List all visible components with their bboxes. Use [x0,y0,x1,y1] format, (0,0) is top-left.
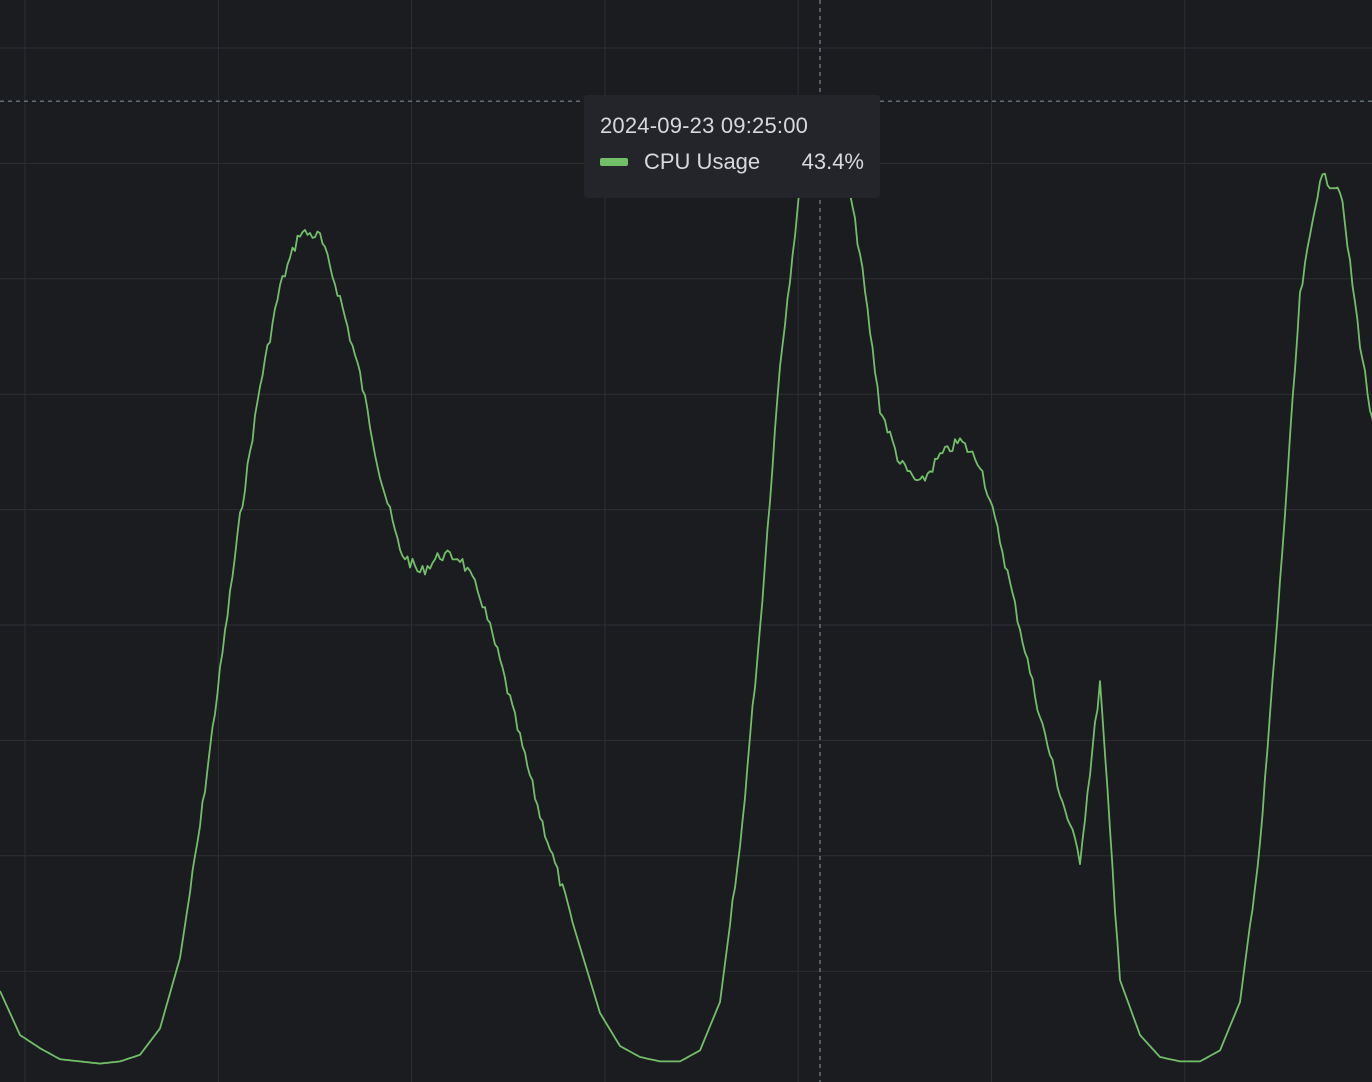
tooltip-series-name: CPU Usage [644,149,761,174]
series-line-cpu-usage[interactable] [0,111,1372,1065]
hover-tooltip: 2024-09-23 09:25:00 CPU Usage 43.4% [584,95,880,198]
series-color-swatch [600,158,628,166]
tooltip-series-value: 43.4% [801,149,864,174]
tooltip-series-row: CPU Usage 43.4% [600,149,864,175]
tooltip-timestamp: 2024-09-23 09:25:00 [600,113,809,138]
